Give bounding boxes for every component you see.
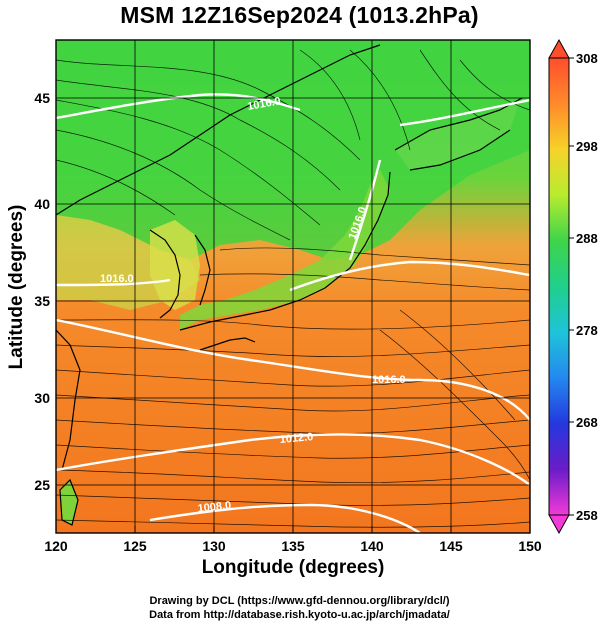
colorbar-top-arrow [548, 38, 570, 59]
colorbar-tick: 298 [576, 139, 598, 154]
grid-lines [56, 40, 530, 533]
y-tick-label: 30 [34, 390, 50, 406]
isobar-label: 1016.0 [246, 95, 281, 113]
coastlines [56, 44, 523, 526]
colorbar-tick: 308 [576, 51, 598, 66]
y-tick-label: 25 [34, 477, 50, 493]
y-tick-label: 40 [34, 196, 50, 212]
credit-line: Drawing by DCL (https://www.gfd-dennou.o… [149, 595, 450, 607]
y-axis-title: Latitude (degrees) [6, 205, 27, 370]
y-tick-label: 45 [34, 90, 50, 106]
colorbar-tick: 268 [576, 415, 598, 430]
x-tick-label: 150 [518, 538, 542, 554]
y-tick-label: 35 [34, 293, 50, 309]
x-tick-label: 145 [439, 538, 463, 554]
isobar-label: 1016.0 [100, 273, 134, 285]
x-tick-label: 135 [281, 538, 305, 554]
isobars [56, 93, 530, 533]
colorbar-bottom-arrow [548, 514, 570, 535]
colorbar-tick: 278 [576, 323, 598, 338]
data-source-line: Data from http://database.rish.kyoto-u.a… [149, 609, 450, 621]
x-tick-label: 140 [360, 538, 384, 554]
map-title: MSM 12Z16Sep2024 (1013.2hPa) [120, 2, 479, 28]
x-tick-label: 120 [44, 538, 68, 554]
temperature-field: 1016.0 1016.0 1016.0 1016.0 1012.0 1008.… [56, 40, 530, 533]
colorbar: 308 298 288 278 268 258 [548, 38, 598, 535]
x-tick-label: 130 [202, 538, 226, 554]
isobar-label: 1008.0 [197, 500, 232, 515]
colorbar-tick: 258 [576, 508, 598, 523]
isobar-label: 1012.0 [279, 431, 314, 446]
colorbar-tick: 288 [576, 231, 598, 246]
x-axis-title: Longitude (degrees) [201, 557, 385, 578]
x-tick-label: 125 [123, 538, 147, 554]
isobar-label: 1016.0 [372, 374, 406, 386]
